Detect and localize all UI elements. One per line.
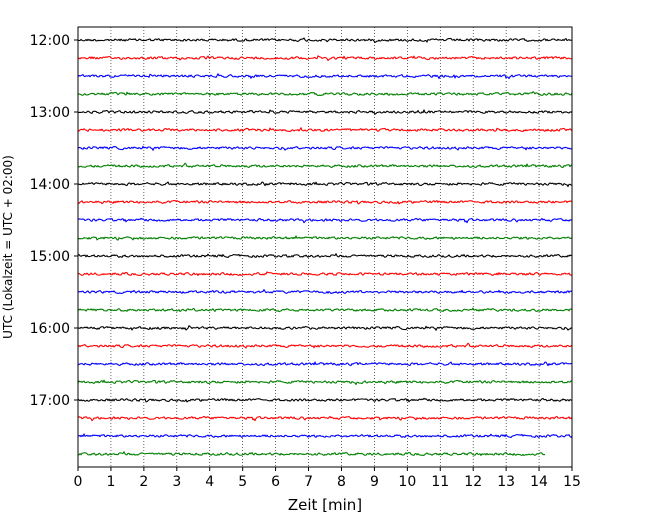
x-tick-label: 5: [238, 474, 247, 490]
seismogram-trace: [77, 342, 573, 349]
vertical-gridlines: [110, 27, 540, 467]
seismogram-trace: [77, 145, 573, 151]
seismogram-trace: [77, 73, 573, 80]
seismogram-trace: [77, 433, 573, 438]
seismogram-trace: [77, 199, 573, 205]
seismogram-trace: [77, 55, 573, 62]
seismogram-trace: [77, 217, 573, 224]
x-tick-label: 10: [398, 474, 416, 490]
seismogram-trace: [77, 415, 573, 422]
y-tick-label: 17:00: [30, 393, 70, 409]
seismogram-trace: [77, 397, 573, 403]
seismogram-trace: [77, 91, 573, 97]
x-tick-label: 13: [497, 474, 515, 490]
seismogram-trace: [77, 379, 573, 386]
seismogram-trace: [77, 181, 573, 188]
x-tick-label: 6: [271, 474, 280, 490]
x-tick-label: 4: [205, 474, 214, 490]
x-tick-label: 8: [337, 474, 346, 490]
y-axis-title: UTC (Lokalzeit = UTC + 02:00): [1, 155, 15, 339]
y-tick-label: 16:00: [30, 321, 70, 337]
x-tick-label: 1: [106, 474, 115, 490]
seismogram-trace: [77, 127, 573, 133]
x-axis-ticks: 0 1 2 3 4 5 6 7 8 9 10 11 12 13 14 15: [74, 467, 581, 490]
x-tick-label: 12: [464, 474, 482, 490]
plot-frame: [77, 26, 573, 468]
x-axis-title: Zeit [min]: [288, 496, 362, 514]
x-tick-label: 0: [74, 474, 83, 490]
seismogram-trace: [77, 361, 573, 367]
x-tick-label: 9: [370, 474, 379, 490]
y-tick-label: 14:00: [30, 177, 70, 193]
seismogram-trace: [77, 271, 573, 277]
seismogram-trace: [77, 162, 573, 169]
y-axis-ticks: 12:00 13:00 14:00 15:00 16:00 17:00: [30, 33, 78, 409]
x-tick-label: 3: [172, 474, 181, 490]
seismogram-traces: [77, 37, 573, 457]
x-tick-label: 14: [530, 474, 548, 490]
seismogram-trace: [77, 37, 573, 43]
x-tick-label: 15: [563, 474, 581, 490]
y-tick-label: 15:00: [30, 249, 70, 265]
seismogram-trace: [77, 235, 573, 241]
x-tick-label: 2: [139, 474, 148, 490]
seismogram-trace: [77, 289, 573, 295]
seismogram-trace: [77, 253, 573, 258]
y-tick-label: 13:00: [30, 105, 70, 121]
seismogram-trace: [77, 451, 546, 457]
x-tick-label: 7: [304, 474, 313, 490]
y-tick-label: 12:00: [30, 33, 70, 49]
seismogram-trace: [77, 307, 573, 313]
seismogram-trace: [77, 109, 573, 115]
seismogram-trace: [77, 325, 573, 331]
x-tick-label: 11: [431, 474, 449, 490]
